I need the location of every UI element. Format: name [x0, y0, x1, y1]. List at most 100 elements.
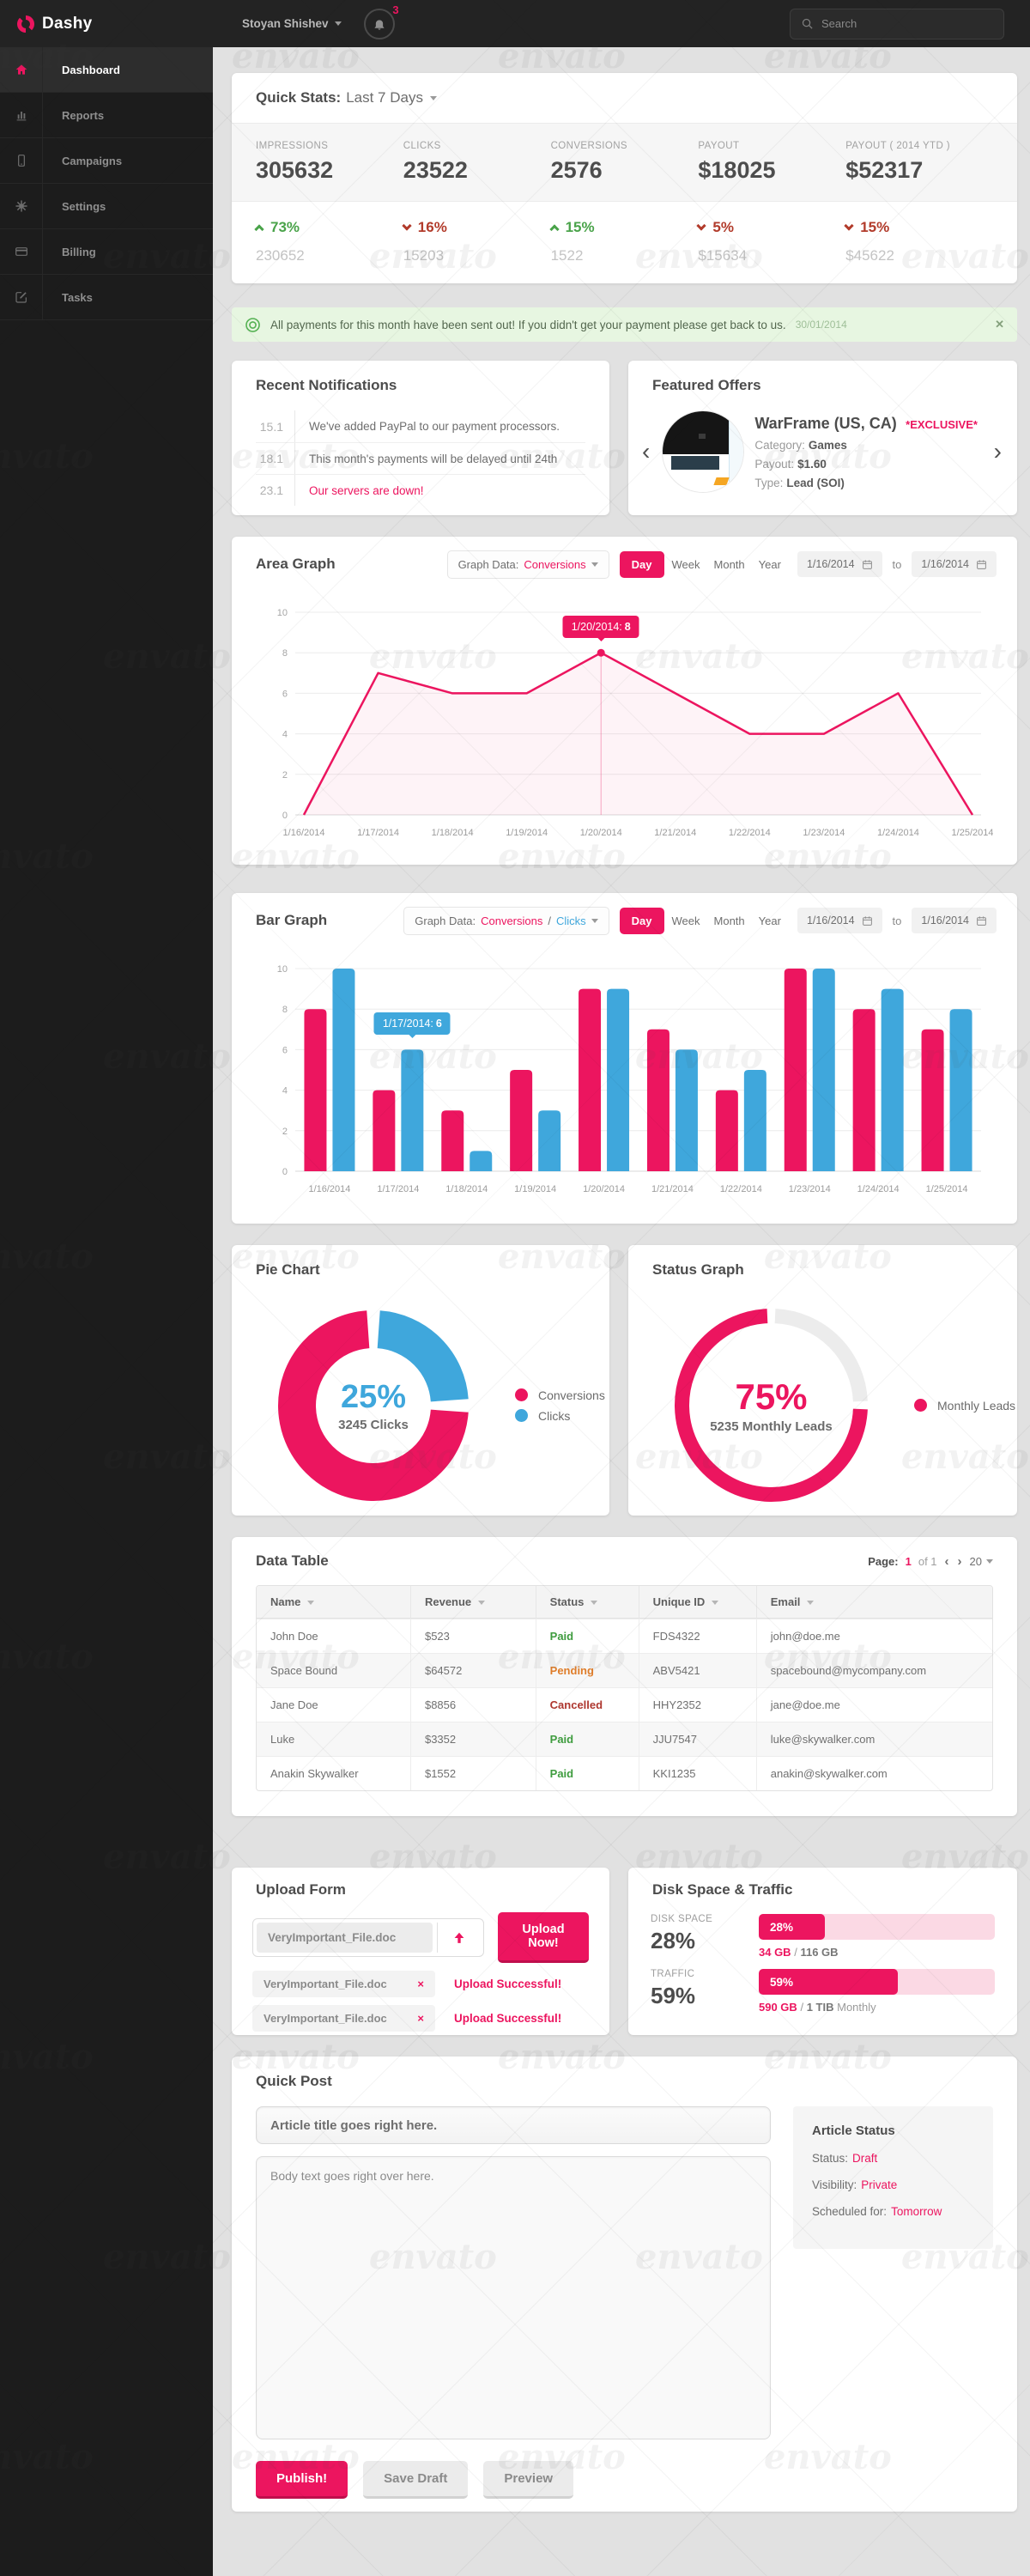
sidebar-item-label: Tasks — [62, 290, 93, 304]
upload-status: Upload Successful! — [454, 2012, 562, 2025]
period-button[interactable]: Day — [619, 907, 664, 934]
sidebar-item[interactable]: Billing — [0, 229, 213, 275]
home-icon — [0, 47, 43, 92]
sort-icon — [591, 1601, 598, 1606]
graph-data-dropdown[interactable]: Graph Data: Conversions / Clicks — [403, 906, 609, 935]
upload-arrow-icon[interactable] — [437, 1923, 480, 1953]
sidebar-item[interactable]: Settings — [0, 184, 213, 229]
stat-change-percent: 16% — [417, 219, 447, 235]
page-size-dropdown[interactable]: 20 — [970, 1555, 993, 1568]
brand[interactable]: Dashy — [0, 15, 213, 33]
table-row: Space Bound $64572 Pending ABV5421 space… — [257, 1653, 992, 1687]
column-header[interactable]: Revenue — [410, 1586, 536, 1619]
svg-text:10: 10 — [277, 964, 288, 975]
meter-label: TRAFFIC — [651, 1969, 695, 1979]
period-button[interactable]: Month — [713, 914, 745, 927]
date-from-picker[interactable]: 1/16/2014 — [797, 908, 882, 933]
pie-percent: 25% — [340, 1378, 407, 1415]
meter-row: TRAFFIC 59% 59% 590 GB / 1 TIB Mont — [651, 1969, 995, 2014]
period-button[interactable]: Month — [713, 557, 745, 571]
bar-graph-card: Bar Graph Graph Data: Conversions / Clic… — [232, 893, 1017, 1224]
period-button[interactable]: Year — [758, 557, 781, 571]
file-name-field[interactable]: VeryImportant_File.doc — [257, 1923, 433, 1953]
sidebar-item[interactable]: Tasks — [0, 275, 213, 320]
stat-change-percent: 5% — [712, 219, 734, 235]
stat-previous-value: 1522 — [550, 247, 584, 264]
cell-revenue: $8856 — [410, 1687, 536, 1722]
sidebar-item[interactable]: Dashboard — [0, 47, 213, 93]
date-to-picker[interactable]: 1/16/2014 — [912, 908, 997, 933]
remove-file-icon[interactable]: × — [417, 1978, 424, 1990]
legend-dot — [515, 1388, 528, 1401]
period-button[interactable]: Day — [619, 550, 664, 578]
current-page: 1 — [905, 1554, 912, 1568]
next-page-button[interactable]: › — [957, 1553, 962, 1569]
svg-text:1/22/2014: 1/22/2014 — [729, 828, 771, 838]
pagination: Page: 1 of 1 ‹ › 20 — [868, 1554, 993, 1569]
cell-status: Paid — [536, 1619, 639, 1653]
status-sublabel: 5235 Monthly Leads — [710, 1419, 833, 1434]
user-menu[interactable]: Stoyan Shishev — [242, 17, 342, 30]
period-button[interactable]: Week — [671, 914, 700, 927]
reports-icon — [0, 93, 43, 137]
svg-text:1/24/2014: 1/24/2014 — [877, 828, 919, 838]
carousel-prev-icon[interactable]: ‹ — [642, 438, 651, 465]
carousel-next-icon[interactable]: › — [993, 438, 1002, 465]
graph-data-dropdown[interactable]: Graph Data: Conversions — [446, 550, 609, 579]
svg-text:1/25/2014: 1/25/2014 — [926, 1184, 968, 1194]
chevron-down-icon — [986, 1558, 993, 1564]
svg-text:4: 4 — [282, 1086, 288, 1097]
svg-text:8: 8 — [282, 648, 288, 659]
offers-title: Featured Offers — [652, 377, 761, 393]
article-body-textarea[interactable]: Body text goes right over here. — [256, 2156, 771, 2439]
sidebar-item[interactable]: Reports — [0, 93, 213, 138]
sidebar-item-label: Reports — [62, 108, 105, 122]
pie-chart: 25% 3245 Clicks — [276, 1309, 470, 1503]
sidebar-item[interactable]: Campaigns — [0, 138, 213, 184]
svg-text:0: 0 — [282, 1167, 288, 1177]
cell-revenue: $64572 — [410, 1653, 536, 1687]
column-header[interactable]: Status — [536, 1586, 639, 1619]
period-button[interactable]: Week — [671, 557, 700, 571]
search-input[interactable] — [821, 17, 993, 30]
trend-arrow-icon — [696, 221, 707, 231]
calendar-icon — [862, 559, 873, 570]
stat: IMPRESSIONS 305632 — [256, 141, 403, 184]
date-to-picker[interactable]: 1/16/2014 — [912, 551, 997, 577]
save-draft-button[interactable]: Save Draft — [363, 2461, 469, 2499]
search-box[interactable] — [790, 8, 1004, 39]
cell-unique-id: FDS4322 — [639, 1619, 757, 1653]
date-from-picker[interactable]: 1/16/2014 — [797, 551, 882, 577]
status-graph-card: Status Graph 75% 5235 Monthly Leads Mont… — [628, 1245, 1017, 1516]
disk-title: Disk Space & Traffic — [652, 1881, 793, 1898]
svg-text:1/17/2014: 1/17/2014 — [357, 828, 399, 838]
progress-fill: 28% — [759, 1914, 825, 1940]
close-icon[interactable]: ✕ — [995, 318, 1004, 331]
article-title-input[interactable] — [256, 2106, 771, 2144]
quick-stats-range[interactable]: Last 7 Days — [346, 89, 423, 106]
column-header[interactable]: Name — [257, 1586, 411, 1619]
prev-page-button[interactable]: ‹ — [944, 1553, 949, 1569]
cell-unique-id: ABV5421 — [639, 1653, 757, 1687]
quick-post-title: Quick Post — [256, 2073, 332, 2089]
sort-icon — [712, 1601, 719, 1606]
cell-status: Pending — [536, 1653, 639, 1687]
period-button[interactable]: Year — [758, 914, 781, 927]
pie-chart-card: Pie Chart 25% 3245 Clicks Conversions — [232, 1245, 609, 1516]
publish-button[interactable]: Publish! — [256, 2461, 348, 2499]
calendar-icon — [862, 915, 873, 927]
column-header[interactable]: Email — [756, 1586, 992, 1619]
main-content: Quick Stats: Last 7 Days IMPRESSIONS 305… — [232, 73, 1017, 2512]
column-header[interactable]: Unique ID — [639, 1586, 757, 1619]
upload-now-button[interactable]: Upload Now! — [498, 1912, 589, 1963]
upload-form-card: Upload Form VeryImportant_File.doc Uploa… — [232, 1868, 609, 2035]
stat-change: 15% $45622 — [844, 219, 993, 264]
preview-button[interactable]: Preview — [483, 2461, 574, 2499]
trend-arrow-icon — [548, 224, 560, 234]
notifications-button[interactable]: 3 — [363, 3, 399, 39]
stat-change-percent: 15% — [565, 219, 595, 235]
remove-file-icon[interactable]: × — [417, 2012, 424, 2025]
cell-name: John Doe — [257, 1619, 411, 1653]
table-row: Jane Doe $8856 Cancelled HHY2352 jane@do… — [257, 1687, 992, 1722]
chevron-down-icon — [429, 95, 437, 100]
